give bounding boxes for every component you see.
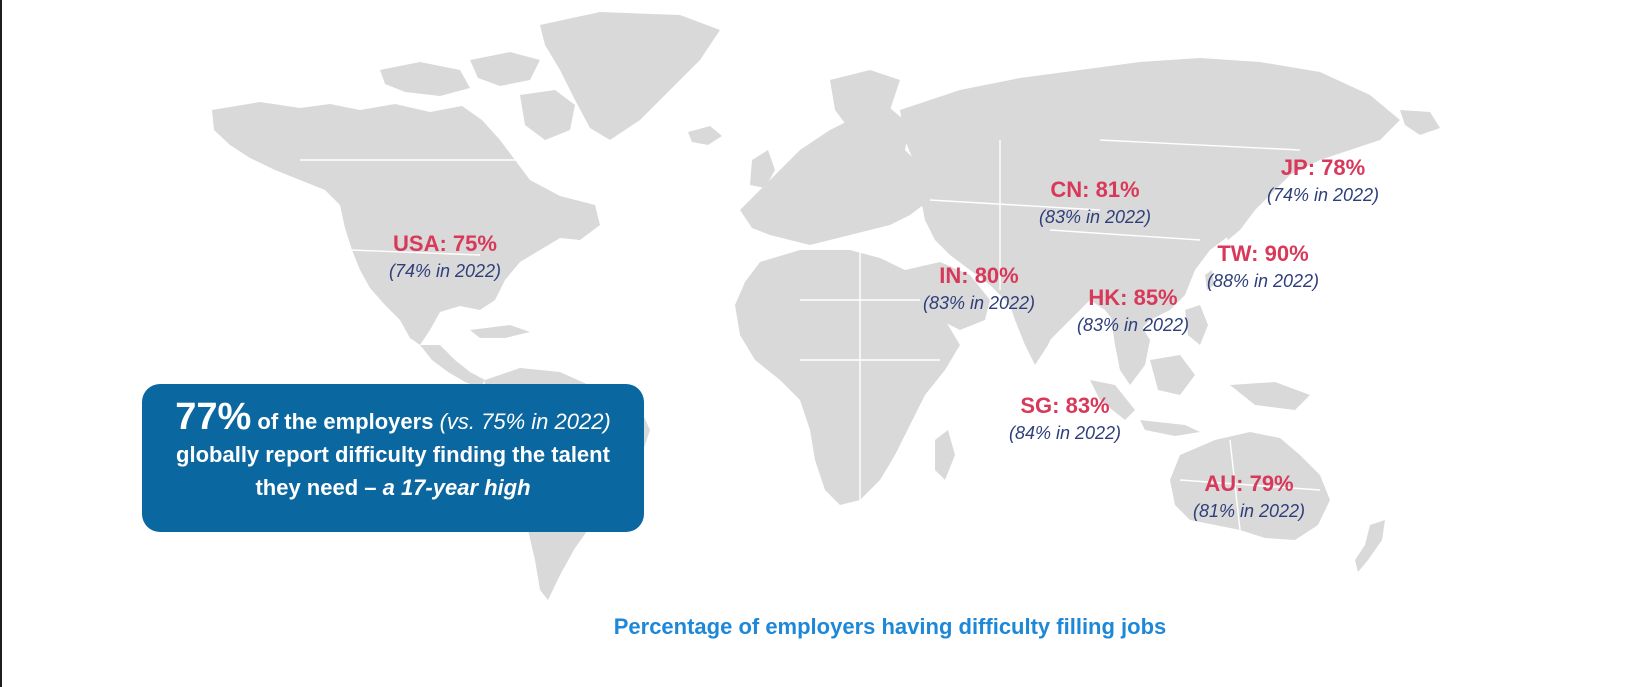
callout-jp-prev: (74% in 2022)	[1266, 185, 1380, 205]
callout-tw: TW: 90% (88% in 2022)	[1188, 240, 1338, 294]
callout-au-value: AU: 79%	[1204, 471, 1294, 496]
iceland	[688, 126, 722, 145]
se-asia	[1110, 310, 1150, 385]
callout-sg-prev: (84% in 2022)	[1008, 423, 1122, 443]
canada-islands-2	[470, 52, 540, 86]
taiwan	[1205, 270, 1214, 290]
scandinavia	[830, 70, 900, 130]
india	[1005, 280, 1065, 365]
callout-usa-value: USA: 75%	[393, 231, 497, 256]
highlight-text-1: of the employers	[251, 409, 440, 434]
callout-tw-prev: (88% in 2022)	[1206, 271, 1320, 291]
canada-islands	[380, 62, 470, 96]
callout-jp-value: JP: 78%	[1280, 155, 1366, 180]
slide-left-edge	[0, 0, 2, 687]
callout-jp: JP: 78% (74% in 2022)	[1248, 154, 1398, 208]
uk	[750, 150, 775, 188]
highlight-comparison: (vs. 75% in 2022)	[439, 409, 611, 434]
callout-tw-value: TW: 90%	[1217, 241, 1309, 266]
callout-in-prev: (83% in 2022)	[922, 293, 1036, 313]
callout-hk-prev: (83% in 2022)	[1076, 315, 1190, 335]
central-america	[420, 345, 485, 388]
callout-sg-value: SG: 83%	[1020, 393, 1110, 418]
callout-usa-prev: (74% in 2022)	[388, 261, 502, 281]
philippines	[1185, 305, 1208, 345]
callout-cn-value: CN: 81%	[1050, 177, 1140, 202]
highlight-text-2: globally report difficulty finding the t…	[176, 442, 610, 500]
chukotka	[1400, 110, 1440, 135]
new-zealand	[1355, 520, 1385, 572]
highlight-big-number: 77%	[175, 396, 252, 438]
arabia	[905, 262, 990, 330]
callout-hk-value: HK: 85%	[1088, 285, 1178, 310]
callout-cn: CN: 81% (83% in 2022)	[1020, 176, 1170, 230]
indonesia-sumatra	[1090, 380, 1135, 420]
africa	[735, 250, 960, 505]
callout-cn-prev: (83% in 2022)	[1038, 207, 1152, 227]
callout-hk: HK: 85% (83% in 2022)	[1058, 284, 1208, 338]
callout-in-value: IN: 80%	[939, 263, 1019, 288]
caribbean	[470, 325, 530, 338]
new-guinea	[1230, 382, 1310, 410]
japan	[1222, 165, 1262, 240]
north-america	[212, 102, 600, 345]
map-caption: Percentage of employers having difficult…	[613, 614, 1167, 639]
indonesia-borneo	[1150, 355, 1195, 395]
callout-in: IN: 80% (83% in 2022)	[904, 262, 1054, 316]
highlight-emphasis: a 17-year high	[382, 475, 531, 500]
callout-sg: SG: 83% (84% in 2022)	[990, 392, 1140, 446]
callout-usa: USA: 75% (74% in 2022)	[370, 230, 520, 284]
callout-au: AU: 79% (81% in 2022)	[1174, 470, 1324, 524]
europe	[740, 108, 935, 245]
asia	[900, 58, 1400, 345]
greenland	[540, 12, 720, 140]
australia	[1170, 432, 1330, 540]
highlight-box: 77% of the employers (vs. 75% in 2022) g…	[142, 384, 644, 532]
baffin	[520, 90, 575, 140]
madagascar	[935, 430, 955, 480]
indonesia-java	[1140, 420, 1200, 436]
callout-au-prev: (81% in 2022)	[1192, 501, 1306, 521]
